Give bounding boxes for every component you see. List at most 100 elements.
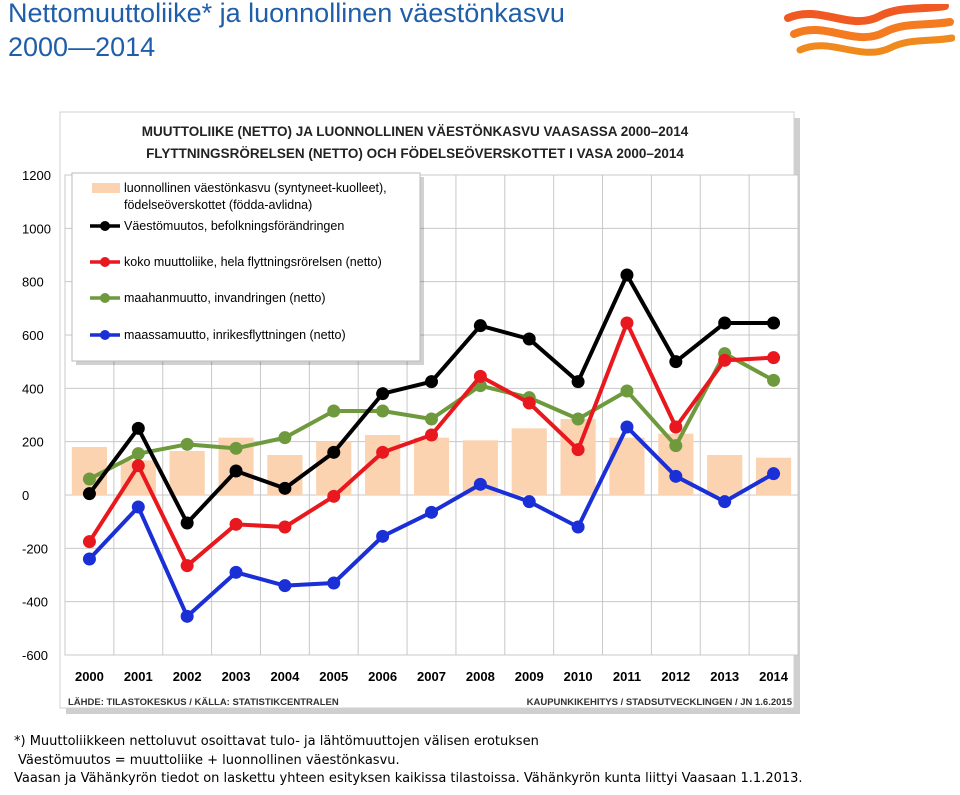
- x-tick-label: 2005: [319, 669, 348, 684]
- x-tick-label: 2002: [173, 669, 202, 684]
- series-1-point-2000: [82, 535, 96, 549]
- legend: luonnollinen väestönkasvu (syntyneet-kuo…: [71, 172, 424, 365]
- y-tick-label: 400: [22, 381, 44, 396]
- x-tick-label: 2001: [124, 669, 153, 684]
- series-3-point-2005: [327, 576, 341, 590]
- series-1-point-2007: [425, 428, 438, 442]
- chart-subtitle: FLYTTNINGSRÖRELSEN (NETTO) OCH FÖDELSEÖV…: [146, 146, 684, 161]
- series-3-point-2014: [767, 467, 781, 481]
- series-0-point-2001: [131, 421, 145, 435]
- legend-label-bar: luonnollinen väestönkasvu (syntyneet-kuo…: [124, 181, 387, 195]
- series-0-point-2009: [522, 332, 536, 346]
- slide-title-line1: Nettomuuttoliike* ja luonnollinen väestö…: [8, 0, 565, 28]
- y-tick-label: 800: [22, 275, 44, 290]
- legend-box: [71, 172, 421, 362]
- legend-label-0: Väestömuutos, befolkningsförändringen: [124, 219, 344, 233]
- series-3-point-2013: [718, 495, 732, 509]
- series-1-point-2001: [131, 459, 145, 473]
- series-0-point-2005: [327, 445, 341, 459]
- bar-2010: [560, 419, 596, 495]
- series-3-point-2007: [425, 505, 438, 519]
- series-2-point-2011: [620, 384, 634, 398]
- y-tick-label: 600: [22, 328, 44, 343]
- series-3-point-2011: [620, 420, 634, 434]
- x-tick-label: 2000: [75, 669, 104, 684]
- series-1-point-2005: [327, 489, 341, 503]
- series-1-point-2011: [620, 316, 634, 330]
- x-tick-label: 2011: [613, 669, 641, 684]
- series-3-point-2012: [669, 469, 683, 483]
- bar-2013: [707, 455, 743, 495]
- series-2-point-2007: [425, 412, 438, 426]
- x-tick-label: 2006: [368, 669, 397, 684]
- series-3-point-2010: [571, 520, 585, 534]
- legend-label-3: maassamuutto, inrikesflyttningen (netto): [124, 328, 346, 342]
- x-tick-label: 2009: [515, 669, 544, 684]
- series-3-point-2000: [82, 552, 96, 566]
- legend-swatch-dot-2: [100, 293, 110, 303]
- x-tick-label: 2004: [270, 669, 300, 684]
- series-0-point-2007: [425, 375, 438, 389]
- series-2-point-2003: [229, 441, 243, 455]
- x-tick-label: 2010: [564, 669, 593, 684]
- series-0-point-2014: [767, 316, 781, 330]
- footnote-1: *) Muuttoliikkeen nettoluvut osoittavat …: [14, 734, 539, 749]
- series-1-point-2010: [571, 443, 585, 457]
- series-1-point-2012: [669, 420, 683, 434]
- series-0-point-2004: [278, 481, 292, 495]
- series-0-point-2002: [180, 516, 194, 530]
- series-1-point-2002: [180, 559, 194, 573]
- series-0-point-2011: [620, 268, 634, 282]
- x-tick-label: 2013: [710, 669, 739, 684]
- legend-swatch-dot-1: [100, 257, 110, 267]
- footnote-2: Väestömuutos = muuttoliike + luonnolline…: [18, 752, 400, 768]
- slide-title-line2: 2000—2014: [8, 32, 156, 62]
- x-tick-label: 2007: [417, 669, 446, 684]
- series-1-point-2003: [229, 517, 243, 531]
- chart: luonnollinen väestönkasvu (syntyneet-kuo…: [22, 111, 800, 714]
- series-2-point-2004: [278, 431, 292, 445]
- bar-2011: [609, 437, 645, 495]
- line-series: [82, 268, 781, 623]
- logo-icon: [784, 4, 955, 56]
- series-2-point-2000: [82, 472, 96, 486]
- chart-title: MUUTTOLIIKE (NETTO) JA LUONNOLLINEN VÄES…: [142, 124, 689, 139]
- series-1-point-2006: [376, 445, 390, 459]
- series-3-point-2008: [473, 477, 487, 491]
- series-3-point-2006: [376, 529, 390, 543]
- footnote-3: Vaasan ja Vähänkyrön tiedot on laskettu …: [14, 771, 803, 786]
- slide-title: Nettomuuttoliike* ja luonnollinen väestö…: [8, 0, 565, 64]
- legend-label-1: koko muuttoliike, hela flyttningsrörelse…: [124, 255, 382, 269]
- x-tick-label: 2003: [222, 669, 251, 684]
- series-2-point-2014: [767, 373, 781, 387]
- footnotes: *) Muuttoliikkeen nettoluvut osoittavat …: [14, 733, 803, 789]
- legend-label-bar-2: födelseöverskottet (födda-avlidna): [124, 198, 312, 212]
- series-0-point-2003: [229, 464, 243, 478]
- legend-swatch-bar: [92, 183, 120, 193]
- series-1-point-2008: [473, 369, 487, 383]
- series-0-point-2013: [718, 316, 732, 330]
- series-1-point-2014: [767, 351, 781, 365]
- series-1-point-2004: [278, 520, 292, 534]
- legend-label-2: maahanmuutto, invandringen (netto): [124, 291, 326, 305]
- series-2-point-2006: [376, 404, 390, 418]
- y-tick-label: 0: [22, 488, 29, 503]
- series-1-point-2013: [718, 353, 732, 367]
- y-tick-label: -400: [22, 595, 48, 610]
- series-3-point-2003: [229, 565, 243, 579]
- y-tick-label: 200: [22, 435, 44, 450]
- legend-swatch-dot-0: [100, 221, 110, 231]
- bar-2002: [169, 451, 205, 495]
- x-tick-label: 2014: [759, 669, 789, 684]
- series-1-point-2009: [522, 396, 536, 410]
- source-right: KAUPUNKIKEHITYS / STADSUTVECKLINGEN / JN…: [527, 697, 793, 708]
- series-2-point-2005: [327, 404, 341, 418]
- series-3-point-2004: [278, 579, 292, 593]
- series-3-point-2001: [131, 500, 145, 514]
- series-0-point-2008: [473, 319, 487, 333]
- y-tick-label: 1200: [22, 168, 51, 183]
- bar-2007: [413, 437, 450, 495]
- y-tick-label: -200: [22, 541, 48, 556]
- y-tick-label: 1000: [22, 221, 51, 236]
- series-2-point-2010: [571, 412, 585, 426]
